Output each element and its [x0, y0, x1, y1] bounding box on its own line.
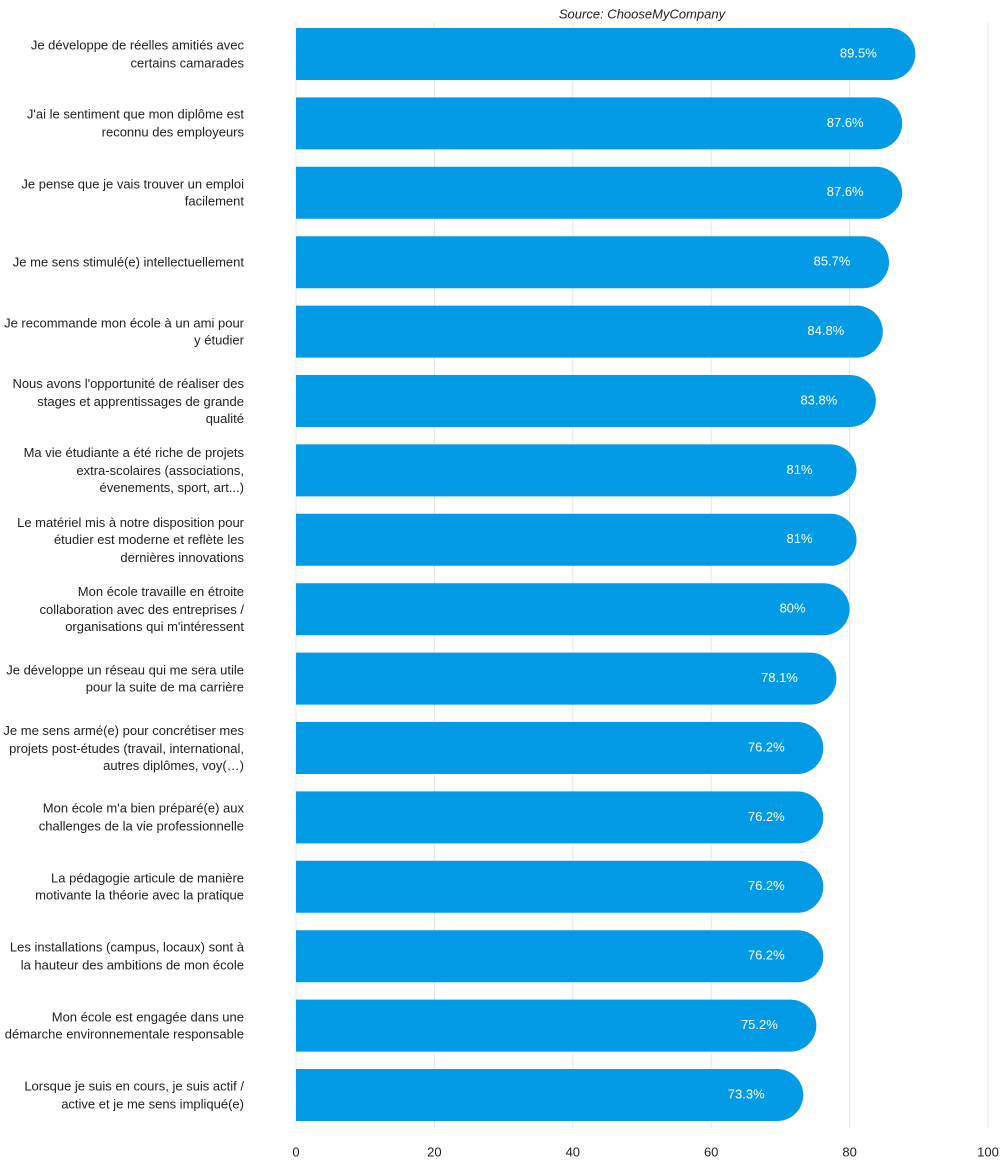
x-tick-label: 40: [566, 1144, 580, 1159]
category-label: Je développe de réelles amitiés avec cer…: [30, 37, 244, 71]
value-label: 85.7%: [814, 254, 851, 269]
bar: [296, 236, 890, 289]
x-tick-label: 80: [842, 1144, 856, 1159]
source: Source: ChooseMyCompany: [559, 6, 727, 21]
category-label: Je recommande mon école à un ami pour y …: [4, 315, 244, 348]
value-label: 81%: [787, 462, 813, 477]
x-tick-label: 0: [292, 1144, 299, 1159]
category-label: Je me sens stimulé(e) intellectuellement: [12, 254, 244, 270]
category-label: Mon école m'a bien préparé(e) aux challe…: [38, 800, 244, 834]
bar: [296, 513, 857, 566]
category-label: Je pense que je vais trouver un emploi f…: [21, 176, 244, 209]
bar: [296, 375, 876, 427]
bar: [296, 97, 903, 150]
category-label: J'ai le sentiment que mon diplôme est re…: [26, 106, 244, 140]
bar: [296, 930, 824, 983]
bar: [296, 583, 850, 636]
value-label: 80%: [780, 601, 806, 616]
category-label: Mon école travaille en étroite collabora…: [39, 583, 244, 634]
bar: [296, 722, 824, 774]
bar: [296, 999, 817, 1052]
value-label: 76.2%: [748, 809, 785, 824]
value-label: 78.1%: [761, 670, 798, 685]
category-label: Je développe un réseau qui me sera utile…: [6, 662, 244, 695]
category-label: Les installations (campus, locaux) sont …: [9, 939, 244, 973]
x-tick-label: 20: [427, 1144, 441, 1159]
value-label: 81%: [787, 531, 813, 546]
bar: [296, 791, 824, 844]
value-label: 87.6%: [827, 115, 864, 130]
value-label: 73.3%: [728, 1086, 765, 1101]
bar: [296, 305, 883, 358]
category-label: Le matériel mis à notre disposition pour…: [17, 514, 244, 565]
value-label: 89.5%: [840, 45, 877, 60]
bar: [296, 1069, 804, 1121]
category-label: Je me sens armé(e) pour concrétiser mes …: [3, 722, 244, 773]
category-label: Mon école est engagée dans une démarche …: [4, 1009, 244, 1042]
bar: [296, 166, 903, 219]
value-label: 76.2%: [748, 948, 785, 963]
value-label: 76.2%: [748, 878, 785, 893]
bar: [296, 28, 916, 80]
category-label: Ma vie étudiante a été riche de projets …: [23, 445, 244, 496]
bar: [296, 860, 824, 913]
value-label: 84.8%: [807, 323, 844, 338]
category-label: Nous avons l'opportunité de réaliser des…: [12, 375, 244, 426]
x-tick-label: 100: [977, 1144, 999, 1159]
bar: [296, 444, 857, 497]
value-label: 76.2%: [748, 739, 785, 754]
x-tick-label: 60: [704, 1144, 718, 1159]
value-label: 83.8%: [800, 392, 837, 407]
category-label: La pédagogie articule de manière motivan…: [35, 870, 244, 903]
value-label: 75.2%: [741, 1017, 778, 1032]
category-label: Lorsque je suis en cours, je suis actif …: [24, 1078, 244, 1112]
bar: [296, 652, 837, 705]
value-label: 87.6%: [827, 184, 864, 199]
